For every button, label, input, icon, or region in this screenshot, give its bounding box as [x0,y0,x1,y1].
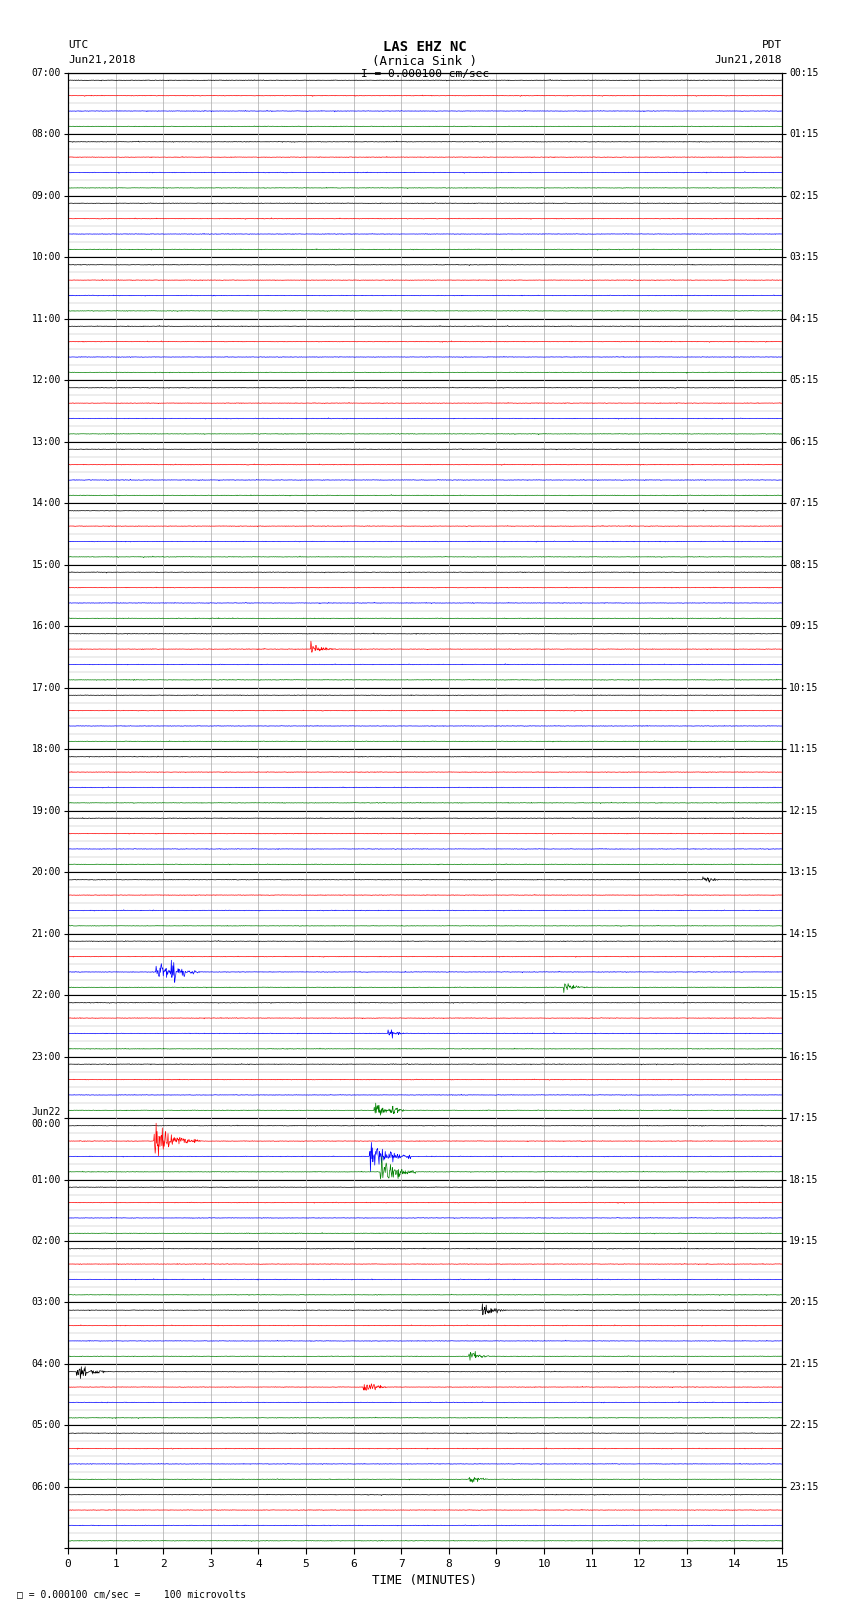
Text: □ = 0.000100 cm/sec =    100 microvolts: □ = 0.000100 cm/sec = 100 microvolts [17,1590,246,1600]
Text: I = 0.000100 cm/sec: I = 0.000100 cm/sec [361,69,489,79]
Text: Jun21,2018: Jun21,2018 [715,55,782,65]
Text: Jun21,2018: Jun21,2018 [68,55,135,65]
X-axis label: TIME (MINUTES): TIME (MINUTES) [372,1574,478,1587]
Text: UTC: UTC [68,40,88,50]
Text: LAS EHZ NC: LAS EHZ NC [383,40,467,55]
Text: (Arnica Sink ): (Arnica Sink ) [372,55,478,68]
Text: PDT: PDT [762,40,782,50]
